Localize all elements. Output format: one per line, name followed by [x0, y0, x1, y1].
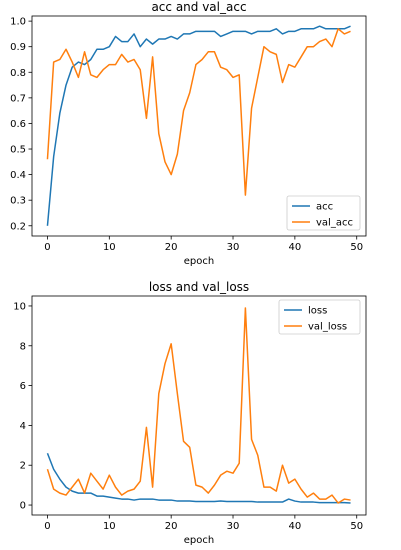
- legend: loss val_loss: [278, 299, 361, 335]
- y-tick-label: 0.2: [10, 221, 26, 232]
- x-axis-label: epoch: [184, 256, 214, 267]
- series-line-loss: [46, 453, 351, 504]
- x-tick-label: 30: [227, 521, 240, 532]
- y-tick-label: 1.0: [10, 17, 26, 28]
- plot-frame: [31, 295, 367, 516]
- x-axis-label: epoch: [184, 535, 214, 546]
- series-line-val-loss: [46, 307, 351, 504]
- legend-label: acc: [316, 202, 333, 213]
- y-tick-label: 0: [20, 501, 26, 512]
- series-line-acc: [46, 25, 351, 226]
- legend: acc val_acc: [286, 195, 361, 231]
- series-line-val-acc: [46, 28, 351, 196]
- chart-title: loss and val_loss: [149, 280, 249, 294]
- y-tick-label: 0.4: [10, 170, 26, 181]
- x-tick-label: 50: [350, 521, 363, 532]
- x-tick-label: 0: [44, 521, 50, 532]
- x-tick-label: 20: [165, 521, 178, 532]
- y-tick-label: 0.5: [10, 145, 26, 156]
- y-tick-label: 6: [20, 381, 26, 392]
- x-tick-label: 30: [227, 242, 240, 253]
- y-tick-label: 10: [13, 301, 26, 312]
- x-tick-label: 50: [350, 242, 363, 253]
- legend-label: loss: [308, 306, 327, 317]
- y-tick-label: 4: [20, 421, 26, 432]
- x-tick-label: 20: [165, 242, 178, 253]
- legend-label: val_acc: [316, 218, 353, 229]
- y-tick-label: 0.8: [10, 68, 26, 79]
- x-tick-label: 10: [103, 521, 116, 532]
- x-tick-label: 0: [44, 242, 50, 253]
- y-tick-label: 8: [20, 341, 26, 352]
- y-tick-label: 0.9: [10, 42, 26, 53]
- y-tick-label: 0.3: [10, 196, 26, 207]
- y-tick-label: 0.7: [10, 93, 26, 104]
- y-tick-label: 0.6: [10, 119, 26, 130]
- x-tick-label: 10: [103, 242, 116, 253]
- loss-chart: loss and val_loss 0 10 20 30 40 50 0 2 4 6 8 10 epoch…: [13, 280, 367, 546]
- chart-title: acc and val_acc: [151, 0, 246, 14]
- accuracy-chart: acc and val_acc 0 10 20 30 40 50 0.2 0.3 0.4 0.5 0.…: [10, 0, 367, 267]
- legend-label: val_loss: [308, 322, 347, 333]
- y-tick-label: 2: [20, 461, 26, 472]
- plot-frame: [31, 15, 367, 237]
- x-tick-label: 40: [289, 521, 302, 532]
- x-tick-label: 40: [289, 242, 302, 253]
